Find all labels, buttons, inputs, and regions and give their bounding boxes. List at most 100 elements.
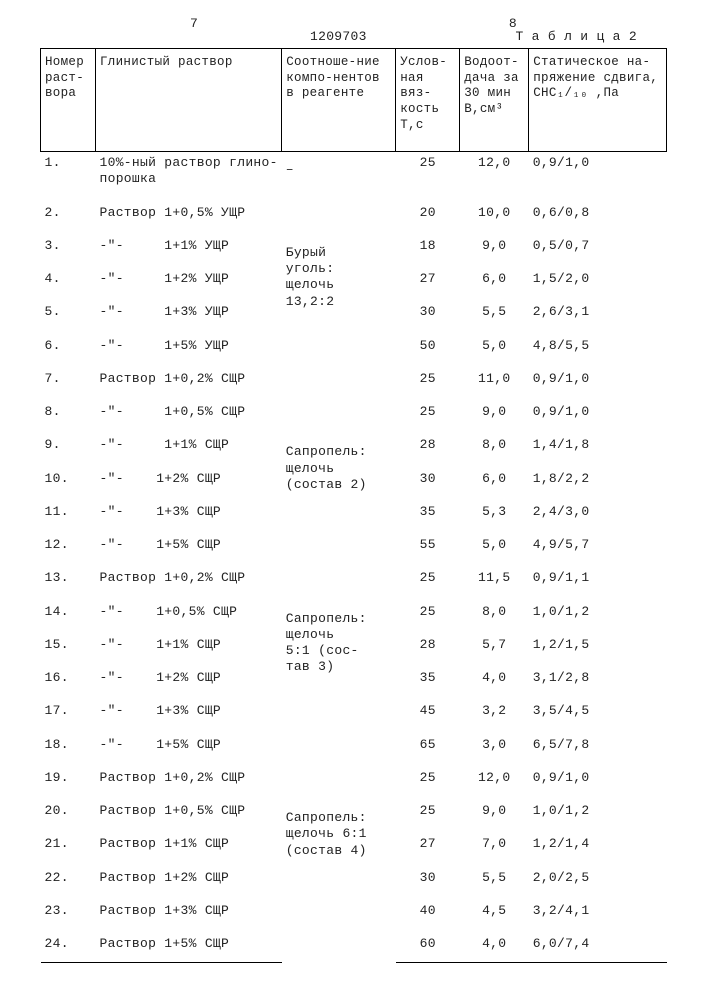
- cell-water: 8,0: [460, 434, 529, 467]
- cell-number: 21.: [41, 833, 96, 866]
- cell-shear: 3,5/4,5: [529, 700, 667, 733]
- cell-shear: 2,6/3,1: [529, 301, 667, 334]
- cell-solution: -"- 1+1% СЩР: [96, 434, 282, 467]
- cell-shear: 0,9/1,1: [529, 567, 667, 600]
- cell-water: 6,0: [460, 468, 529, 501]
- col-header-shear: Статическое на-пряжение сдвига, СНС₁/₁₀ …: [529, 49, 667, 152]
- cell-shear: 1,0/1,2: [529, 601, 667, 634]
- table-row: 20.Раствор 1+0,5% СЩРСапропель: щелочь 6…: [41, 800, 667, 833]
- cell-water: 5,5: [460, 867, 529, 900]
- cell-shear: 0,9/1,0: [529, 152, 667, 202]
- doc-number: 1209703: [310, 29, 367, 44]
- cell-water: 4,0: [460, 667, 529, 700]
- cell-solution: -"- 1+5% УЩР: [96, 335, 282, 368]
- cell-solution: Раствор 1+0,5% СЩР: [96, 800, 282, 833]
- cell-number: 17.: [41, 700, 96, 733]
- cell-ratio: Сапропель: щелочь (состав 2): [282, 434, 396, 567]
- cell-viscosity: 65: [396, 734, 460, 767]
- cell-shear: 0,6/0,8: [529, 202, 667, 235]
- table-row: 7.Раствор 1+0,2% СЩР 2511,00,9/1,0: [41, 368, 667, 401]
- cell-water: 8,0: [460, 601, 529, 634]
- cell-shear: 0,9/1,0: [529, 767, 667, 800]
- cell-number: 23.: [41, 900, 96, 933]
- cell-number: 2.: [41, 202, 96, 235]
- cell-number: 8.: [41, 401, 96, 434]
- cell-solution: 10%-ный раствор глино- порошка: [96, 152, 282, 202]
- cell-viscosity: 27: [396, 268, 460, 301]
- cell-viscosity: 25: [396, 152, 460, 202]
- cell-number: 11.: [41, 501, 96, 534]
- cell-water: 5,3: [460, 501, 529, 534]
- cell-number: 18.: [41, 734, 96, 767]
- cell-ratio: [282, 202, 396, 235]
- cell-water: 5,5: [460, 301, 529, 334]
- cell-solution: Раствор 1+0,2% СЩР: [96, 567, 282, 600]
- cell-viscosity: 27: [396, 833, 460, 866]
- cell-viscosity: 50: [396, 335, 460, 368]
- cell-shear: 1,2/1,5: [529, 634, 667, 667]
- cell-solution: -"- 1+0,5% СЩР: [96, 401, 282, 434]
- cell-viscosity: 20: [396, 202, 460, 235]
- cell-shear: 0,9/1,0: [529, 401, 667, 434]
- cell-shear: 0,9/1,0: [529, 368, 667, 401]
- cell-solution: -"- 1+2% СЩР: [96, 667, 282, 700]
- table-row: 2.Раствор 1+0,5% УЩР2010,00,6/0,8: [41, 202, 667, 235]
- cell-shear: 1,8/2,2: [529, 468, 667, 501]
- cell-water: 11,0: [460, 368, 529, 401]
- cell-shear: 4,8/5,5: [529, 335, 667, 368]
- cell-viscosity: 25: [396, 401, 460, 434]
- cell-shear: 2,4/3,0: [529, 501, 667, 534]
- cell-solution: -"- 1+3% СЩР: [96, 700, 282, 733]
- cell-shear: 4,9/5,7: [529, 534, 667, 567]
- cell-solution: Раствор 1+0,5% УЩР: [96, 202, 282, 235]
- cell-ratio: [282, 767, 396, 800]
- cell-solution: -"- 1+5% СЩР: [96, 534, 282, 567]
- cell-solution: Раствор 1+5% СЩР: [96, 933, 282, 963]
- cell-number: 10.: [41, 468, 96, 501]
- cell-water: 4,0: [460, 933, 529, 963]
- cell-number: 12.: [41, 534, 96, 567]
- cell-water: 6,0: [460, 268, 529, 301]
- table-caption: Т а б л и ц а 2: [515, 29, 637, 44]
- table-body: 1.10%-ный раствор глино- порошка–2512,00…: [41, 152, 667, 963]
- cell-number: 7.: [41, 368, 96, 401]
- cell-shear: 6,5/7,8: [529, 734, 667, 767]
- cell-number: 22.: [41, 867, 96, 900]
- cell-number: 20.: [41, 800, 96, 833]
- table-header-row: Номер раст-вора Глинистый раствор Соотно…: [41, 49, 667, 152]
- cell-water: 3,0: [460, 734, 529, 767]
- cell-shear: 1,2/1,4: [529, 833, 667, 866]
- cell-viscosity: 28: [396, 634, 460, 667]
- cell-ratio: [282, 567, 396, 600]
- cell-number: 14.: [41, 601, 96, 634]
- cell-water: 4,5: [460, 900, 529, 933]
- cell-ratio: Бурый уголь: щелочь 13,2:2: [282, 235, 396, 368]
- cell-ratio: Сапропель: щелочь 5:1 (сос- тав 3): [282, 601, 396, 767]
- cell-viscosity: 25: [396, 368, 460, 401]
- cell-viscosity: 30: [396, 468, 460, 501]
- cell-ratio: [282, 368, 396, 435]
- cell-number: 24.: [41, 933, 96, 963]
- col-header-water: Водоот-дача за 30 мин В,см³: [460, 49, 529, 152]
- cell-solution: -"- 1+1% СЩР: [96, 634, 282, 667]
- cell-shear: 1,0/1,2: [529, 800, 667, 833]
- cell-viscosity: 35: [396, 501, 460, 534]
- cell-shear: 0,5/0,7: [529, 235, 667, 268]
- cell-shear: 1,4/1,8: [529, 434, 667, 467]
- table-row: 13.Раствор 1+0,2% СЩР2511,50,9/1,1: [41, 567, 667, 600]
- cell-solution: -"- 1+2% УЩР: [96, 268, 282, 301]
- cell-solution: -"- 1+0,5% СЩР: [96, 601, 282, 634]
- table-row: 19.Раствор 1+0,2% СЩР2512,00,9/1,0: [41, 767, 667, 800]
- col-header-ratio: Соотноше-ние компо-нентов в реагенте: [282, 49, 396, 152]
- cell-number: 9.: [41, 434, 96, 467]
- table-row: 14.-"- 1+0,5% СЩРСапропель: щелочь 5:1 (…: [41, 601, 667, 634]
- cell-number: 13.: [41, 567, 96, 600]
- cell-shear: 6,0/7,4: [529, 933, 667, 963]
- cell-viscosity: 35: [396, 667, 460, 700]
- cell-solution: Раствор 1+2% СЩР: [96, 867, 282, 900]
- cell-number: 16.: [41, 667, 96, 700]
- cell-water: 11,5: [460, 567, 529, 600]
- cell-solution: Раствор 1+3% СЩР: [96, 900, 282, 933]
- table-row: 1.10%-ный раствор глино- порошка–2512,00…: [41, 152, 667, 202]
- cell-solution: Раствор 1+0,2% СЩР: [96, 368, 282, 401]
